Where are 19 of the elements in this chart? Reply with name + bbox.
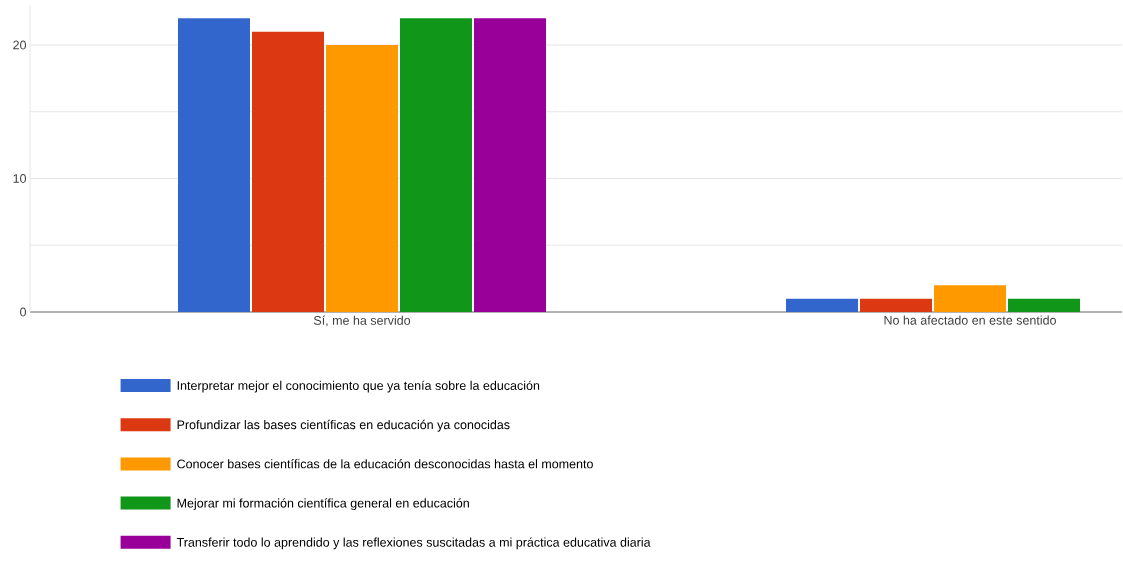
y-tick-label: 0 — [20, 307, 27, 317]
bar — [860, 298, 933, 312]
bar — [178, 18, 250, 312]
legend-label: Mejorar mi formación científica general en educación — [177, 498, 469, 511]
x-tick-label: Sí, me ha servido — [313, 315, 411, 327]
bar — [400, 18, 472, 312]
bar — [934, 285, 1007, 312]
y-tick-label: 10 — [13, 174, 27, 183]
x-tick-label: No ha afectado en este sentido — [884, 315, 1056, 325]
bar — [252, 31, 324, 312]
legend-label: Interpretar mejor el conocimiento que ya tenía sobre la educación — [177, 380, 540, 393]
legend-label: Transferir todo lo aprendido y las reflexiones suscitadas a mi práctica educativa diaria — [176, 537, 651, 550]
legend-label: Profundizar las bases científicas en educación ya conocidas — [177, 419, 510, 432]
bar — [326, 45, 398, 312]
bar — [786, 298, 859, 312]
bar — [474, 18, 547, 312]
y-tick-label: 20 — [13, 40, 27, 50]
bar — [1008, 298, 1081, 312]
legend-label: Conocer bases científicas de la educación desconocidas hasta el momento — [177, 459, 593, 469]
